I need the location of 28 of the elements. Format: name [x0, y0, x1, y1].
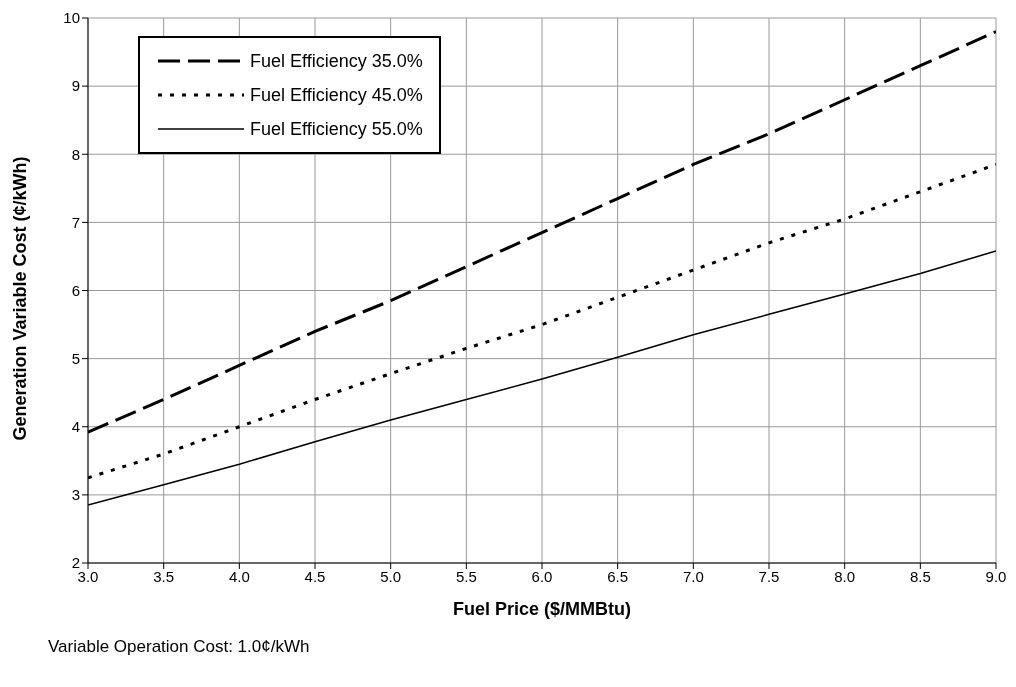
x-tick-label: 7.5	[758, 567, 780, 585]
x-tick-label: 7.0	[682, 567, 704, 585]
x-tick-label: 6.5	[607, 567, 629, 585]
y-tick-label: 5	[71, 349, 80, 367]
legend-label: Fuel Efficiency 45.0%	[250, 84, 423, 106]
y-tick-label: 4	[71, 418, 80, 436]
x-tick-label: 8.0	[834, 567, 856, 585]
legend-label: Fuel Efficiency 55.0%	[250, 118, 423, 140]
x-tick-label: 6.0	[531, 567, 553, 585]
x-tick-label: 9.0	[985, 567, 1007, 585]
legend-label: Fuel Efficiency 35.0%	[250, 50, 423, 72]
text: Variable Operation Cost: 1.0¢/kWh	[48, 637, 311, 657]
x-tick-label: 4.5	[304, 567, 326, 585]
y-tick-label: 6	[71, 281, 80, 299]
y-tick-label: 7	[71, 213, 80, 231]
x-tick-label: 5.5	[455, 567, 477, 585]
x-axis-title: Fuel Price ($/MMBtu)	[452, 599, 632, 619]
x-tick-label: 5.0	[380, 567, 402, 585]
y-tick-label: 2	[71, 554, 80, 572]
y-tick-label: 10	[63, 9, 80, 27]
y-tick-label: 3	[71, 486, 80, 504]
y-axis-title: Generation Variable Cost (¢/kWh)	[10, 156, 31, 441]
x-tick-label: 3.5	[153, 567, 175, 585]
x-tick-label: 8.5	[909, 567, 931, 585]
y-tick-label: 9	[71, 77, 80, 95]
x-tick-label: 3.0	[77, 567, 99, 585]
y-tick-label: 8	[71, 145, 80, 163]
x-tick-label: 4.0	[228, 567, 250, 585]
